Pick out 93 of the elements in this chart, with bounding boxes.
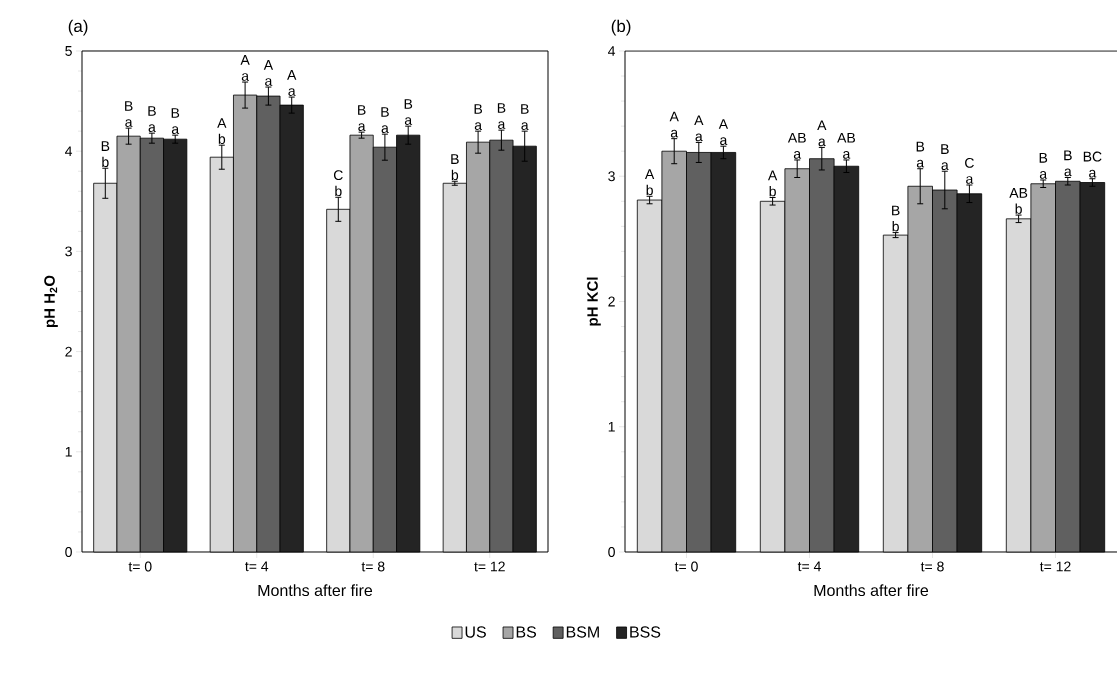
y-tick-label: 4 <box>608 46 616 56</box>
text: b <box>102 156 109 168</box>
y-tick-label: 2 <box>65 346 72 357</box>
text: B <box>101 141 110 151</box>
text: B <box>474 104 483 114</box>
text: b <box>451 169 459 181</box>
text: A <box>217 118 227 128</box>
y-axis-title: pH H$_{2}$O <box>44 275 58 327</box>
text: a <box>404 117 413 125</box>
text: B <box>171 108 180 118</box>
x-tick-label: t= 12 <box>1039 561 1071 572</box>
text: B <box>916 141 925 152</box>
text: a <box>171 126 180 134</box>
legend-label: BSS <box>630 626 661 638</box>
text: C <box>965 157 974 168</box>
text: b <box>892 221 899 232</box>
legend-label: US <box>465 626 486 638</box>
x-tick-label: t= 0 <box>128 561 152 572</box>
text: A <box>767 170 778 181</box>
text: a <box>1089 169 1097 178</box>
y-tick-label: 3 <box>608 171 615 182</box>
text: b <box>335 185 342 197</box>
x-tick-label: t= 0 <box>674 561 698 572</box>
text: a <box>498 121 506 129</box>
text: a <box>358 123 366 131</box>
text: B <box>521 104 529 114</box>
text: a <box>474 122 482 130</box>
y-tick-label: 2 <box>608 296 615 307</box>
chart-title: (a) <box>68 19 88 36</box>
y-tick-label: 0 <box>65 547 72 557</box>
x-tick-label: t= 12 <box>474 561 505 572</box>
text: A <box>669 111 679 122</box>
x-tick-label: t= 4 <box>797 561 821 572</box>
text: a <box>148 124 156 132</box>
text: B <box>148 106 156 116</box>
text: A <box>694 115 704 126</box>
text: a <box>720 137 728 145</box>
legend-label: BSM <box>566 626 599 638</box>
text: B <box>941 144 949 154</box>
text: AB <box>837 132 856 143</box>
text: B <box>381 107 389 117</box>
x-axis-title: Months after fire <box>258 584 373 597</box>
text: A <box>718 119 729 129</box>
x-tick-label: t= 8 <box>920 561 944 572</box>
text: b <box>769 186 776 197</box>
text: A <box>817 120 827 131</box>
text: B <box>497 103 506 113</box>
legend-label: BS <box>516 626 537 638</box>
text: a <box>1064 168 1072 177</box>
text: AB <box>1009 188 1028 198</box>
text: B <box>451 154 459 164</box>
x-tick-label: t= 8 <box>361 561 385 572</box>
y-tick-label: 1 <box>608 421 615 432</box>
text: a <box>793 151 802 159</box>
text: a <box>941 162 949 171</box>
text: a <box>241 73 250 81</box>
y-tick-label: 4 <box>65 146 73 157</box>
y-axis-title: pH KCl <box>586 277 601 326</box>
text: B <box>1039 153 1048 163</box>
x-tick-label: t= 4 <box>245 561 269 572</box>
text: A <box>644 169 655 179</box>
y-tick-label: 3 <box>65 246 72 257</box>
chart-title: (b) <box>611 19 631 36</box>
y-tick-label: 1 <box>65 446 72 457</box>
text: a <box>125 119 133 127</box>
text: a <box>818 138 826 147</box>
text: C <box>333 170 343 181</box>
text: a <box>265 78 273 86</box>
text: b <box>1015 203 1022 214</box>
text: a <box>843 151 851 159</box>
text: A <box>263 60 274 70</box>
x-axis-title: Months after fire <box>814 584 929 597</box>
text: AB <box>787 132 806 143</box>
text: B <box>358 105 366 115</box>
text: a <box>381 125 389 133</box>
y-tick-label: 0 <box>608 547 615 557</box>
text: A <box>240 55 250 65</box>
text: BC <box>1083 151 1102 162</box>
text: b <box>218 133 226 144</box>
text: a <box>1039 171 1048 179</box>
text: a <box>288 88 296 96</box>
text: a <box>695 133 703 142</box>
text: B <box>1064 150 1072 161</box>
text: a <box>670 129 679 138</box>
y-tick-label: 5 <box>65 46 72 56</box>
text: b <box>646 184 653 196</box>
text: a <box>521 122 529 130</box>
text: a <box>966 176 974 184</box>
text: a <box>916 159 925 168</box>
text: A <box>287 70 297 80</box>
text: B <box>404 99 413 109</box>
text: B <box>125 101 133 111</box>
text: B <box>892 205 900 216</box>
